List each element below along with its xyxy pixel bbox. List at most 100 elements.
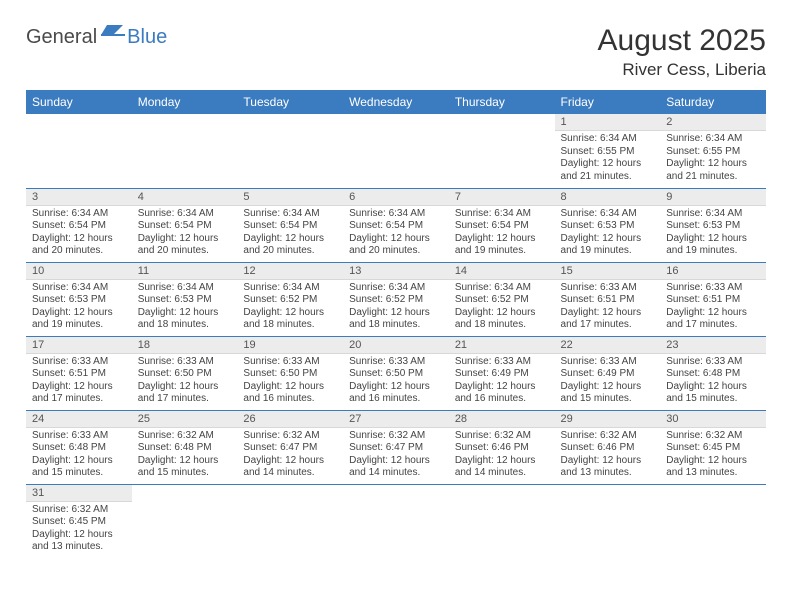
day-details: Sunrise: 6:34 AMSunset: 6:55 PMDaylight:… [555, 131, 661, 187]
day-details: Sunrise: 6:33 AMSunset: 6:50 PMDaylight:… [132, 354, 238, 410]
month-title: August 2025 [598, 24, 766, 58]
calendar-cell: 20Sunrise: 6:33 AMSunset: 6:50 PMDayligh… [343, 336, 449, 410]
sunrise-text: Sunrise: 6:32 AM [32, 504, 126, 517]
calendar-cell: 16Sunrise: 6:33 AMSunset: 6:51 PMDayligh… [660, 262, 766, 336]
sunrise-text: Sunrise: 6:32 AM [243, 430, 337, 443]
sunset-text: Sunset: 6:50 PM [349, 368, 443, 381]
day-number: 1 [555, 114, 661, 131]
calendar-cell: 6Sunrise: 6:34 AMSunset: 6:54 PMDaylight… [343, 188, 449, 262]
day-number: 10 [26, 263, 132, 280]
day-number: 25 [132, 411, 238, 428]
sunrise-text: Sunrise: 6:34 AM [138, 282, 232, 295]
calendar-cell: 22Sunrise: 6:33 AMSunset: 6:49 PMDayligh… [555, 336, 661, 410]
day-number: 5 [237, 189, 343, 206]
day-details: Sunrise: 6:32 AMSunset: 6:46 PMDaylight:… [449, 428, 555, 484]
sunset-text: Sunset: 6:51 PM [32, 368, 126, 381]
calendar-header-row: SundayMondayTuesdayWednesdayThursdayFrid… [26, 90, 766, 114]
calendar-week: 10 Sunrise: 6:34 AMSunset: 6:53 PM Dayligh… [26, 262, 766, 336]
sunrise-text: Sunrise: 6:33 AM [243, 356, 337, 369]
day-details: Sunrise: 6:34 AMSunset: 6:54 PMDaylight:… [449, 206, 555, 262]
day-header: Friday [555, 90, 661, 114]
calendar-cell: 11Sunrise: 6:34 AMSunset: 6:53 PMDayligh… [132, 262, 238, 336]
day-number: 3 [26, 189, 132, 206]
day-number: 11 [132, 263, 238, 280]
day-details: Sunrise: 6:33 AMSunset: 6:49 PMDaylight:… [449, 354, 555, 410]
sunrise-text: Sunrise: 6:33 AM [666, 282, 760, 295]
calendar-cell: 27Sunrise: 6:32 AMSunset: 6:47 PMDayligh… [343, 410, 449, 484]
day-number: 8 [555, 189, 661, 206]
daylight-text: Daylight: 12 hours and 13 minutes. [32, 529, 126, 554]
calendar-cell [26, 114, 132, 188]
day-number: 13 [343, 263, 449, 280]
calendar-page: General Blue August 2025 River Cess, Lib… [0, 0, 792, 558]
day-details: Sunrise: 6:34 AMSunset: 6:52 PMDaylight:… [343, 280, 449, 336]
sunrise-text: Sunrise: 6:32 AM [561, 430, 655, 443]
daylight-text: Daylight: 12 hours and 17 minutes. [666, 307, 760, 332]
day-details: Sunrise: 6:33 AMSunset: 6:50 PMDaylight:… [343, 354, 449, 410]
page-header: General Blue August 2025 River Cess, Lib… [26, 24, 766, 80]
brand-logo: General Blue [26, 24, 167, 49]
sunset-text: Sunset: 6:49 PM [561, 368, 655, 381]
daylight-text: Daylight: 12 hours and 18 minutes. [243, 307, 337, 332]
calendar-cell: 28Sunrise: 6:32 AMSunset: 6:46 PMDayligh… [449, 410, 555, 484]
sunrise-text: Sunrise: 6:32 AM [138, 430, 232, 443]
sunset-text: Sunset: 6:50 PM [138, 368, 232, 381]
calendar-cell: 23Sunrise: 6:33 AMSunset: 6:48 PMDayligh… [660, 336, 766, 410]
day-header: Monday [132, 90, 238, 114]
day-number: 14 [449, 263, 555, 280]
day-number: 15 [555, 263, 661, 280]
daylight-text: Daylight: 12 hours and 20 minutes. [243, 233, 337, 258]
daylight-text: Daylight: 12 hours and 16 minutes. [243, 381, 337, 406]
sunset-text: Sunset: 6:53 PM [138, 294, 232, 307]
sunrise-text: Sunrise: 6:33 AM [666, 356, 760, 369]
daylight-text: Daylight: 12 hours and 17 minutes. [138, 381, 232, 406]
calendar-cell: 26Sunrise: 6:32 AMSunset: 6:47 PMDayligh… [237, 410, 343, 484]
sunrise-text: Sunrise: 6:33 AM [561, 356, 655, 369]
sunset-text: Sunset: 6:48 PM [666, 368, 760, 381]
sunset-text: Sunset: 6:47 PM [349, 442, 443, 455]
sunset-text: Sunset: 6:45 PM [32, 516, 126, 529]
calendar-cell [449, 114, 555, 188]
location-label: River Cess, Liberia [598, 60, 766, 80]
calendar-cell: 2Sunrise: 6:34 AMSunset: 6:55 PMDaylight… [660, 114, 766, 188]
day-details: Sunrise: 6:33 AMSunset: 6:48 PMDaylight:… [660, 354, 766, 410]
calendar-cell: 25Sunrise: 6:32 AMSunset: 6:48 PMDayligh… [132, 410, 238, 484]
daylight-text: Daylight: 12 hours and 14 minutes. [349, 455, 443, 480]
sunrise-text: Sunrise: 6:34 AM [561, 208, 655, 221]
day-details: Sunrise: 6:34 AMSunset: 6:55 PMDaylight:… [660, 131, 766, 187]
calendar-cell: 9Sunrise: 6:34 AMSunset: 6:53 PMDaylight… [660, 188, 766, 262]
day-number: 19 [237, 337, 343, 354]
calendar-cell: 7Sunrise: 6:34 AMSunset: 6:54 PMDaylight… [449, 188, 555, 262]
calendar-cell [449, 484, 555, 558]
day-details: Sunrise: 6:34 AMSunset: 6:53 PMDaylight:… [660, 206, 766, 262]
day-header: Saturday [660, 90, 766, 114]
sunset-text: Sunset: 6:54 PM [138, 220, 232, 233]
daylight-text: Daylight: 12 hours and 15 minutes. [561, 381, 655, 406]
calendar-cell [555, 484, 661, 558]
calendar-cell: 1Sunrise: 6:34 AMSunset: 6:55 PMDaylight… [555, 114, 661, 188]
day-details: Sunrise: 6:34 AMSunset: 6:53 PMDaylight:… [555, 206, 661, 262]
sunrise-text: Sunrise: 6:33 AM [32, 356, 126, 369]
brand-part1: General [26, 26, 97, 49]
calendar-cell: 17Sunrise: 6:33 AMSunset: 6:51 PMDayligh… [26, 336, 132, 410]
daylight-text: Daylight: 12 hours and 15 minutes. [666, 381, 760, 406]
day-details: Sunrise: 6:34 AMSunset: 6:54 PMDaylight:… [237, 206, 343, 262]
sunrise-text: Sunrise: 6:32 AM [455, 430, 549, 443]
day-number: 23 [660, 337, 766, 354]
daylight-text: Daylight: 12 hours and 20 minutes. [32, 233, 126, 258]
sunset-text: Sunset: 6:51 PM [666, 294, 760, 307]
calendar-cell [660, 484, 766, 558]
sunrise-text: Sunrise: 6:32 AM [666, 430, 760, 443]
sunset-text: Sunset: 6:50 PM [243, 368, 337, 381]
daylight-text: Daylight: 12 hours and 14 minutes. [243, 455, 337, 480]
daylight-text: Daylight: 12 hours and 20 minutes. [349, 233, 443, 258]
day-details: Sunrise: 6:32 AMSunset: 6:46 PMDaylight:… [555, 428, 661, 484]
day-number: 29 [555, 411, 661, 428]
sunset-text: Sunset: 6:48 PM [138, 442, 232, 455]
calendar-cell: 14Sunrise: 6:34 AMSunset: 6:52 PMDayligh… [449, 262, 555, 336]
calendar-cell [237, 484, 343, 558]
calendar-cell [343, 484, 449, 558]
sunrise-text: Sunrise: 6:32 AM [349, 430, 443, 443]
sunrise-text: Sunrise: 6:34 AM [243, 208, 337, 221]
day-details: Sunrise: 6:32 AMSunset: 6:45 PMDaylight:… [26, 502, 132, 558]
